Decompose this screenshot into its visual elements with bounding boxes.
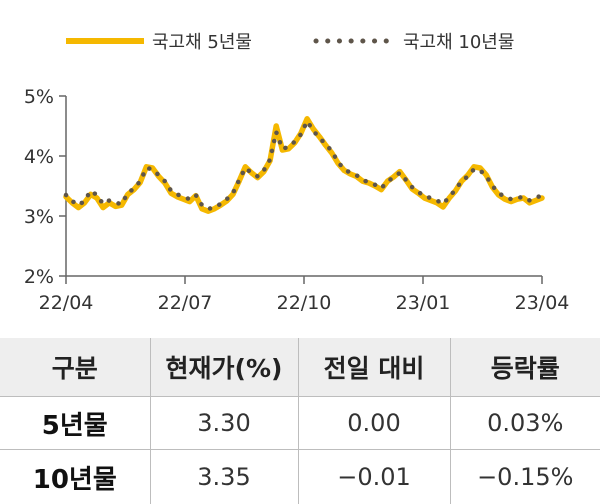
series-line-5y xyxy=(63,116,545,214)
x-tick-label: 23/01 xyxy=(396,292,451,314)
x-tick-label: 23/04 xyxy=(515,292,570,314)
x-tick-label: 22/04 xyxy=(39,292,94,314)
y-tick-label: 4% xyxy=(24,146,54,168)
table-row: 10년물 3.35 −0.01 −0.15% xyxy=(0,449,600,504)
yield-table: 구분 현재가(%) 전일 대비 등락률 5년물 3.30 0.00 0.03% … xyxy=(0,338,600,504)
table-header-cell: 현재가(%) xyxy=(150,338,299,397)
table-cell: 3.35 xyxy=(150,449,299,504)
table-header-row: 구분 현재가(%) 전일 대비 등락률 xyxy=(0,338,600,397)
legend-label-10y: 국고채 10년물 xyxy=(403,32,514,53)
table-row: 5년물 3.30 0.00 0.03% xyxy=(0,396,600,450)
table-row-label: 10년물 xyxy=(0,449,151,504)
table-header-cell: 전일 대비 xyxy=(298,338,451,397)
table-header-cell: 등락률 xyxy=(450,338,600,397)
y-ticks: 2% 3% 4% 5% xyxy=(24,86,66,288)
yield-line-chart: 국고채 5년물 국고채 10년물 2% 3% 4% 5% 22/04 22/07 22/1… xyxy=(24,32,570,314)
plot-area xyxy=(63,116,545,214)
x-tick-label: 22/07 xyxy=(158,292,213,314)
series-line-10y xyxy=(63,118,545,212)
table-cell: 0.00 xyxy=(298,396,451,450)
chart-legend: 국고채 5년물 국고채 10년물 xyxy=(66,32,514,53)
legend-label-5y: 국고채 5년물 xyxy=(152,32,252,53)
table-cell: −0.01 xyxy=(298,449,451,504)
y-tick-label: 5% xyxy=(24,86,54,108)
y-tick-label: 3% xyxy=(24,206,54,228)
table-row-label: 5년물 xyxy=(0,396,151,450)
x-tick-label: 22/10 xyxy=(277,292,332,314)
table-cell: −0.15% xyxy=(450,449,600,504)
y-tick-label: 2% xyxy=(24,266,54,288)
table-cell: 0.03% xyxy=(450,396,600,450)
table-header-cell: 구분 xyxy=(0,338,151,397)
table-cell: 3.30 xyxy=(150,396,299,450)
x-ticks: 22/04 22/07 22/10 23/01 23/04 xyxy=(39,276,570,314)
